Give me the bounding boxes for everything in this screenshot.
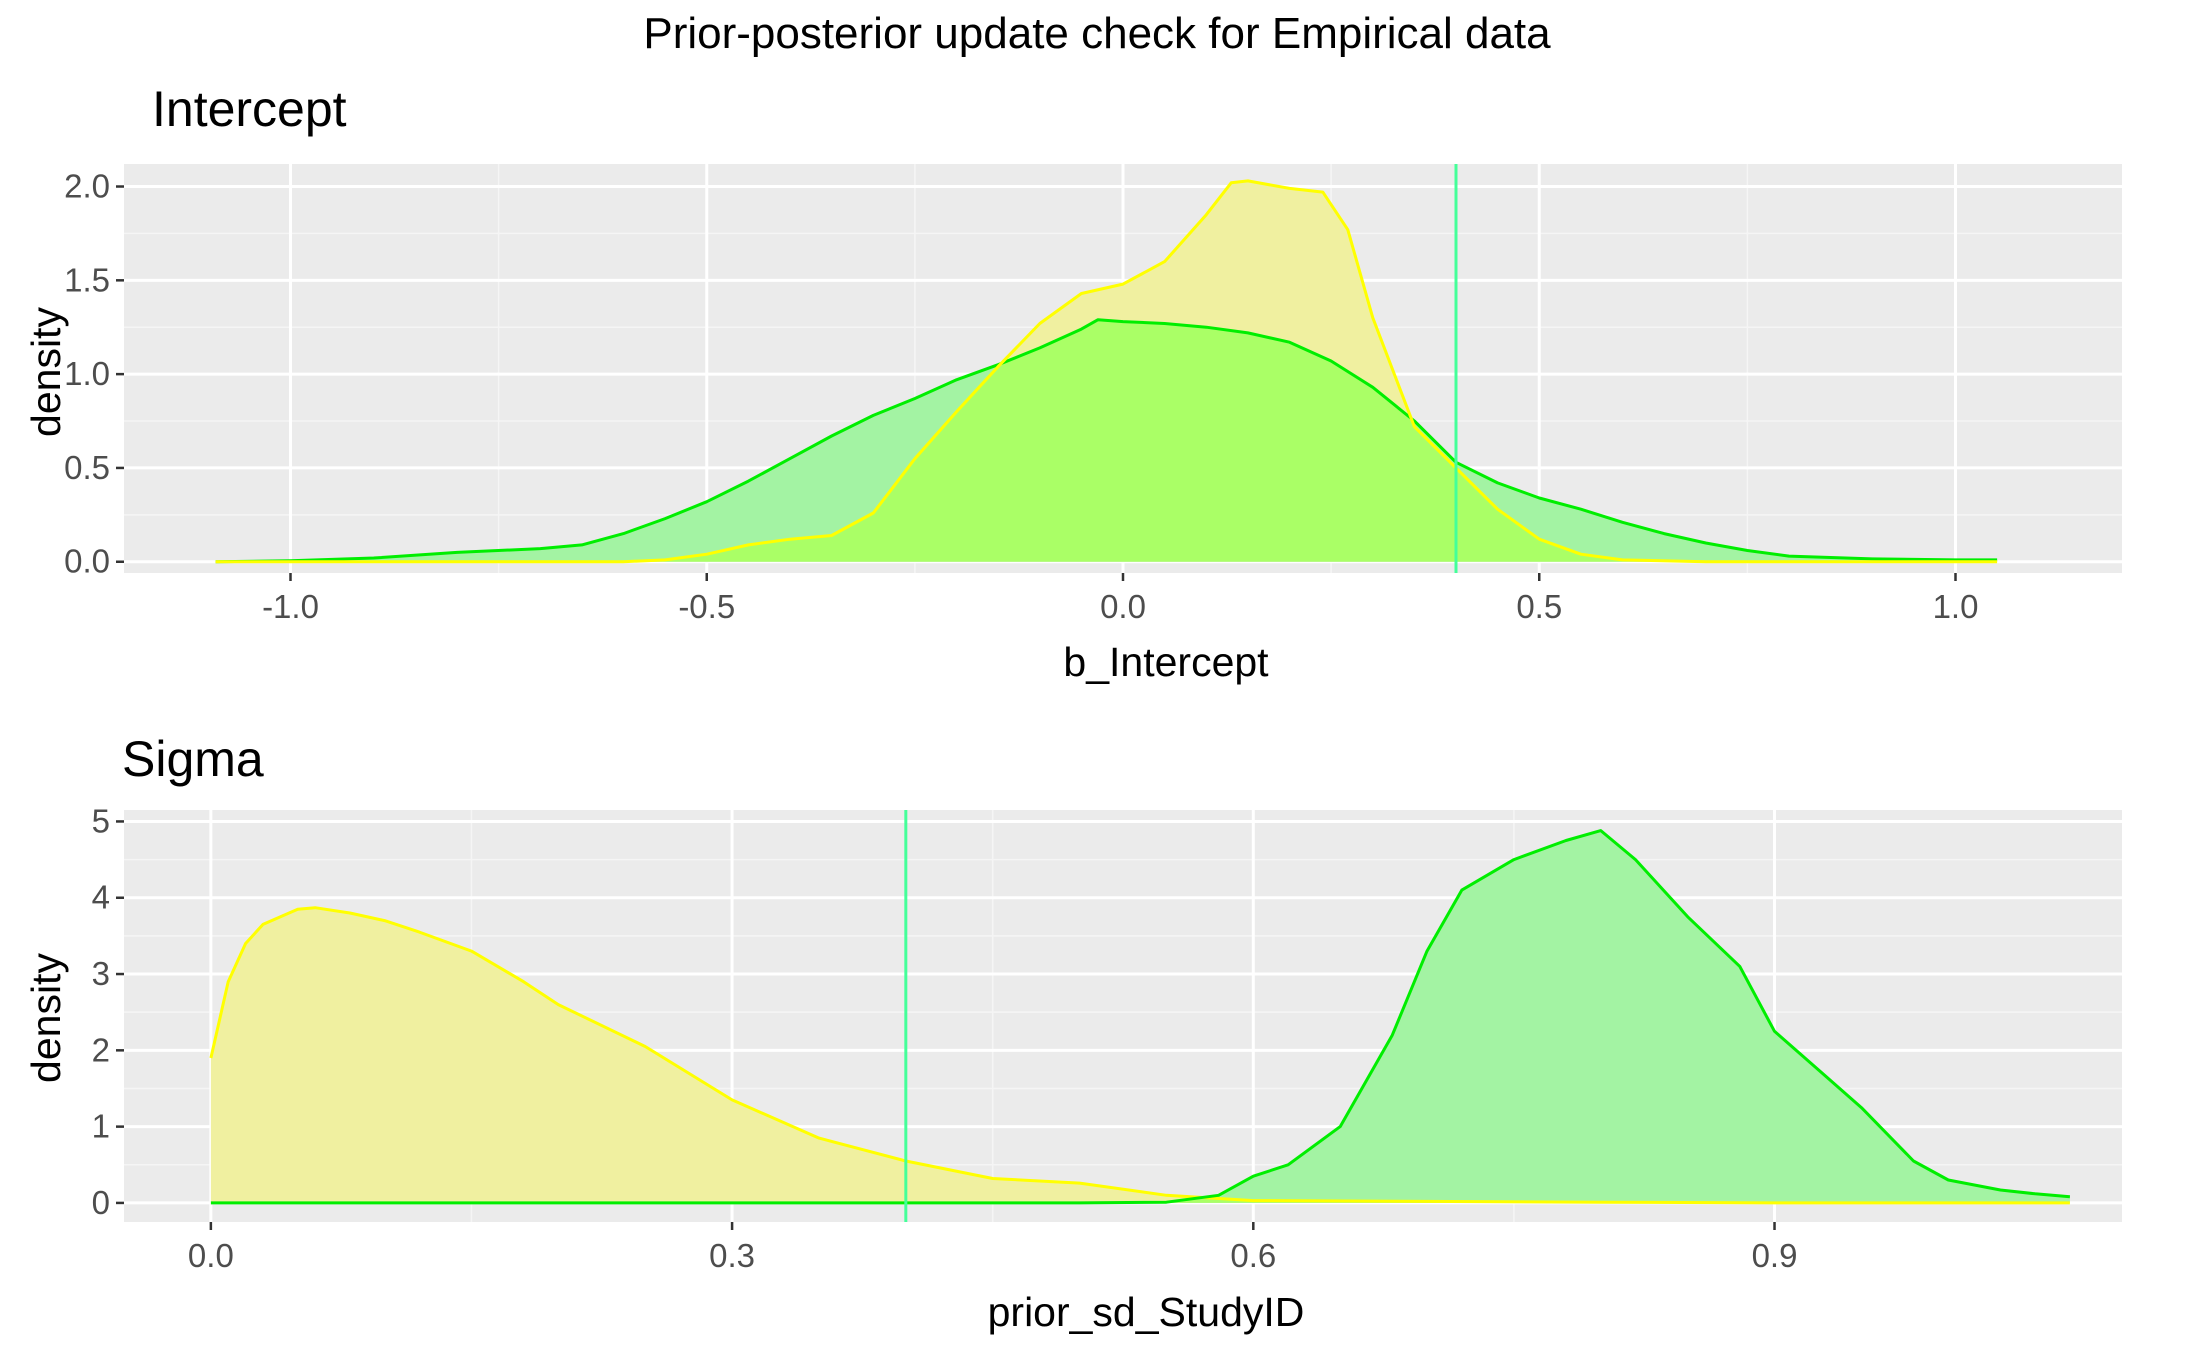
sigma-y-tick-label: 1	[92, 1108, 110, 1145]
intercept-y-tick-label: 2.0	[64, 168, 110, 205]
intercept-overlap-area	[215, 319, 1998, 562]
intercept-y-tick-label: 0.0	[64, 543, 110, 580]
intercept-density-areas	[215, 180, 1998, 562]
intercept-x-tick-label: -1.0	[262, 588, 319, 625]
intercept-x-axis-title: b_Intercept	[1063, 639, 1269, 685]
sigma-y-tick-label: 5	[92, 802, 110, 839]
intercept-x-tick-label: -0.5	[678, 588, 735, 625]
sigma-x-axis-title: prior_sd_StudyID	[988, 1289, 1305, 1335]
intercept-y-tick-label: 1.0	[64, 355, 110, 392]
intercept-y-axis-title: density	[23, 307, 69, 437]
sigma-y-tick-label: 4	[92, 879, 110, 916]
sigma-y-tick-label: 0	[92, 1184, 110, 1221]
sigma-density-areas	[210, 830, 2070, 1203]
sigma-prior-area	[210, 907, 2070, 1203]
intercept-axes: -1.0 -0.5 0.0 0.5 1.0 0.0 0.5 1.0 1.5 2.0	[64, 168, 1978, 625]
sigma-y-tick-label: 3	[92, 955, 110, 992]
sigma-x-tick-label: 0.3	[709, 1237, 755, 1274]
sigma-posterior-line	[210, 829, 2071, 1205]
sigma-y-axis-title: density	[23, 953, 69, 1083]
intercept-y-tick-label: 1.5	[64, 261, 110, 298]
sigma-panel-title: Sigma	[122, 731, 264, 787]
intercept-x-tick-label: 1.0	[1933, 588, 1979, 625]
figure-title: Prior-posterior update check for Empiric…	[643, 9, 1551, 58]
intercept-prior-line	[215, 179, 1998, 564]
sigma-x-tick-label: 0.6	[1230, 1237, 1276, 1274]
intercept-x-tick-label: 0.5	[1516, 588, 1562, 625]
sigma-posterior-area	[210, 830, 2070, 1203]
intercept-panel: Intercept -1.0 -0.5 0.0 0.5 1.0 0.0 0.5 1.0 1.5 2…	[23, 81, 2122, 685]
intercept-posterior-line	[215, 318, 1998, 564]
sigma-y-tick-label: 2	[92, 1031, 110, 1068]
intercept-x-tick-label: 0.0	[1100, 588, 1146, 625]
sigma-axes: 0.0 0.3 0.6 0.9 0 1 2 3 4 5	[92, 802, 1798, 1274]
sigma-panel: Sigma 0.0 0.3 0.6 0.9 0 1 2 3 4 5 prior_sd_StudyI…	[23, 731, 2122, 1335]
sigma-x-tick-label: 0.0	[188, 1237, 234, 1274]
intercept-density-lines	[215, 179, 1998, 564]
sigma-prior-line	[209, 906, 2070, 1205]
sigma-x-tick-label: 0.9	[1752, 1237, 1798, 1274]
intercept-y-tick-label: 0.5	[64, 449, 110, 486]
sigma-density-lines	[209, 829, 2071, 1205]
intercept-panel-title: Intercept	[152, 81, 347, 137]
